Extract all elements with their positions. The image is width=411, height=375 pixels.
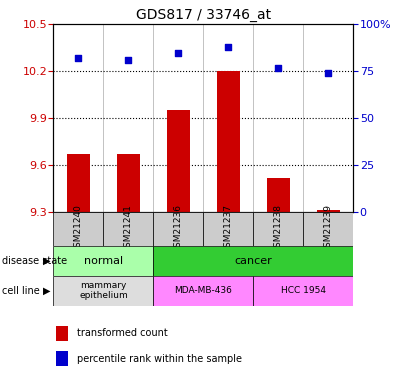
Bar: [53, 246, 153, 276]
Text: GSM21236: GSM21236: [174, 204, 183, 253]
Bar: [203, 212, 254, 246]
Bar: [153, 246, 353, 276]
Bar: [53, 212, 104, 246]
Text: disease state: disease state: [2, 256, 67, 266]
Bar: [117, 154, 140, 212]
Text: transformed count: transformed count: [77, 328, 168, 339]
Text: MDA-MB-436: MDA-MB-436: [175, 286, 232, 295]
Bar: [267, 177, 290, 212]
Text: HCC 1954: HCC 1954: [281, 286, 326, 295]
Bar: [254, 276, 353, 306]
Text: cancer: cancer: [235, 256, 272, 266]
Point: [275, 64, 282, 70]
Bar: [53, 276, 153, 306]
Bar: [303, 212, 353, 246]
Point: [175, 50, 182, 55]
Point: [225, 44, 232, 50]
Text: GSM21237: GSM21237: [224, 204, 233, 253]
Bar: [167, 110, 190, 212]
Point: [125, 57, 132, 63]
Bar: [153, 276, 254, 306]
Bar: [56, 351, 68, 366]
Bar: [56, 326, 68, 341]
Text: cell line: cell line: [2, 286, 40, 296]
Point: [75, 55, 82, 61]
Text: GSM21240: GSM21240: [74, 204, 83, 253]
Text: mammary
epithelium: mammary epithelium: [79, 281, 128, 300]
Text: ▶: ▶: [43, 286, 51, 296]
Title: GDS817 / 33746_at: GDS817 / 33746_at: [136, 8, 271, 22]
Text: normal: normal: [84, 256, 123, 266]
Text: GSM21238: GSM21238: [274, 204, 283, 253]
Text: ▶: ▶: [43, 256, 51, 266]
Bar: [217, 71, 240, 212]
Bar: [153, 212, 203, 246]
Point: [325, 70, 332, 76]
Bar: [317, 210, 340, 212]
Text: GSM21241: GSM21241: [124, 204, 133, 253]
Bar: [67, 154, 90, 212]
Text: GSM21239: GSM21239: [324, 204, 333, 253]
Text: percentile rank within the sample: percentile rank within the sample: [77, 354, 242, 364]
Bar: [254, 212, 303, 246]
Bar: [104, 212, 153, 246]
